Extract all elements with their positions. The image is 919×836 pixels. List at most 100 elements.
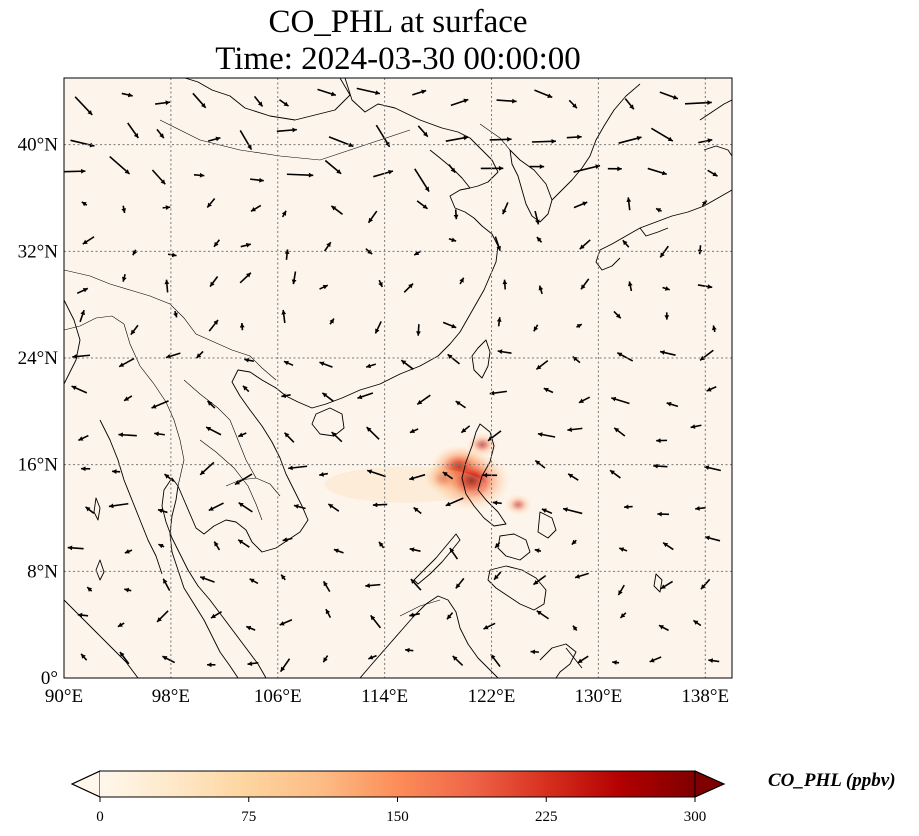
wind-arrow [658, 624, 669, 632]
wind-arrow [162, 578, 171, 592]
wind-arrow [121, 274, 127, 282]
wind-arrow [162, 655, 176, 664]
wind-arrow [245, 625, 256, 631]
wind-arrow [534, 89, 553, 99]
wind-arrow [618, 547, 628, 552]
colorbar-label: CO_PHL (ppbv) [768, 770, 896, 791]
wind-arrow [416, 200, 429, 210]
wind-arrow [213, 239, 221, 248]
wind-arrow [455, 577, 465, 589]
wind-arrow [121, 92, 133, 98]
wind-arrow [205, 426, 222, 436]
wind-arrow [447, 353, 461, 365]
wind-arrow [706, 386, 717, 392]
wind-arrow [76, 287, 89, 295]
country-borders [64, 119, 511, 617]
wind-arrow [442, 471, 454, 480]
lon-tick-label: 106°E [254, 686, 302, 707]
wind-arrow [700, 578, 711, 590]
wind-arrow [538, 285, 544, 295]
wind-arrow [536, 236, 543, 243]
wind-arrow [442, 321, 457, 329]
wind-arrow [207, 136, 221, 142]
wind-arrow [356, 87, 381, 96]
wind-arrow [199, 576, 215, 583]
wind-arrow [206, 197, 216, 208]
wind-arrow [293, 504, 306, 510]
wind-arrow [529, 164, 545, 169]
co-plume-patch [432, 450, 511, 511]
wind-arrow [449, 547, 459, 560]
wind-arrow [164, 473, 175, 482]
wind-arrow [660, 580, 674, 590]
lon-tick-label: 122°E [468, 686, 516, 707]
wind-arrow [64, 168, 86, 174]
wind-arrow [448, 164, 456, 174]
map-background [64, 78, 732, 678]
wind-arrow [412, 89, 427, 96]
wind-arrow [367, 210, 378, 224]
wind-arrow [612, 660, 620, 665]
wind-arrow [366, 469, 386, 478]
wind-arrow [403, 282, 414, 293]
wind-arrow [622, 239, 630, 248]
wind-arrow [613, 427, 626, 437]
wind-arrow [213, 541, 221, 551]
wind-arrow [532, 574, 547, 586]
wind-arrow [400, 359, 414, 370]
wind-arrow [72, 354, 91, 359]
wind-arrow [409, 428, 419, 434]
wind-arrow [247, 661, 259, 666]
colorbar: 0 75 150 225 300 [70, 770, 726, 825]
wind-arrow [459, 277, 465, 285]
wind-arrow [417, 125, 429, 138]
wind-arrow [445, 135, 469, 142]
wind-arrow [580, 278, 590, 290]
wind-arrow [365, 363, 377, 369]
lon-tick-label: 130°E [575, 686, 623, 707]
wind-arrow [577, 655, 589, 664]
wind-arrow [562, 507, 583, 515]
wind-arrow [244, 357, 255, 363]
wind-arrow [653, 463, 668, 469]
lon-tick-label: 114°E [361, 686, 408, 707]
wind-arrow [130, 324, 139, 336]
wind-arrow [279, 658, 291, 673]
wind-arrow [373, 169, 394, 178]
wind-arrow [453, 209, 459, 220]
wind-arrow [279, 618, 293, 626]
wind-arrow [566, 134, 582, 140]
wind-arrow [154, 431, 165, 437]
wind-arrow [323, 241, 332, 252]
wind-arrow [329, 318, 335, 325]
wind-arrow [81, 466, 91, 472]
wind-arrow [446, 612, 454, 620]
wind-arrow [372, 502, 388, 508]
colorbar-extend-low [70, 770, 101, 798]
colorbar-tick-label: 75 [241, 809, 256, 825]
wind-arrow [452, 655, 464, 667]
wind-arrow [319, 472, 328, 477]
wind-arrow [173, 310, 178, 318]
wind-arrow [82, 236, 95, 245]
wind-arrow [656, 438, 668, 443]
wind-arrow [613, 310, 622, 319]
wind-arrow [567, 473, 579, 481]
wind-arrow [368, 654, 377, 660]
wind-arrow [151, 400, 169, 409]
wind-arrow [666, 401, 679, 408]
wind-arrow [124, 587, 132, 593]
wind-arrow [616, 352, 634, 362]
wind-arrow [288, 465, 308, 471]
wind-arrow [375, 124, 391, 148]
wind-arrow [404, 647, 414, 653]
colorbar-tick-label: 0 [96, 809, 104, 825]
wind-vectors [64, 87, 721, 673]
wind-arrow [67, 545, 84, 551]
wind-arrow [157, 508, 168, 514]
wind-arrow [80, 653, 88, 661]
wind-arrow [234, 473, 253, 486]
colorbar-ticks: 0 75 150 225 300 [96, 797, 706, 825]
wind-arrow [534, 210, 540, 225]
